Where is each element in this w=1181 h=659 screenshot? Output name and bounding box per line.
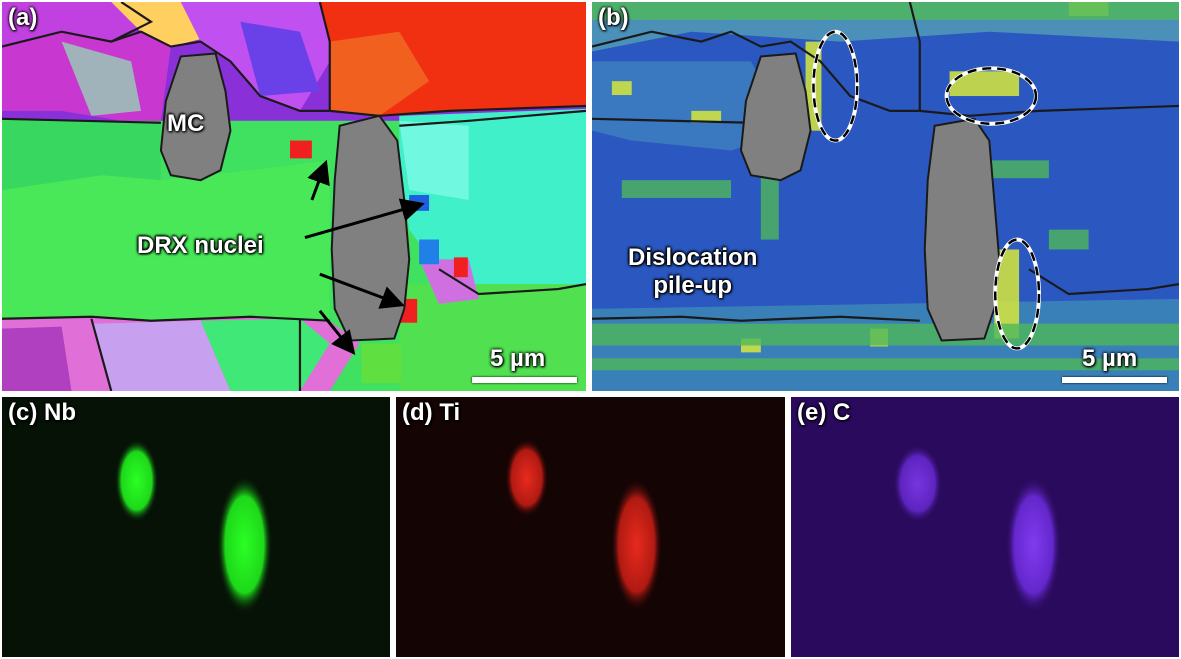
nb-distribution-image bbox=[114, 439, 273, 614]
panel-a-ipf-map: (a) MC DRX nuclei 5 µm bbox=[0, 0, 588, 393]
panel-e-c-map: (e) C bbox=[789, 395, 1181, 659]
scale-label-b: 5 µm bbox=[1082, 345, 1138, 372]
panel-c-nb-map: (c) Nb bbox=[0, 395, 392, 659]
ti-distribution-image bbox=[504, 438, 663, 612]
dislocation-pileup-label: Dislocation pile-up bbox=[628, 244, 758, 299]
panel-a-label: (a) bbox=[8, 4, 38, 31]
kam-map-image bbox=[592, 2, 1179, 391]
panel-b-kam-map: (b) Dislocation pile-up 5 µm bbox=[590, 0, 1181, 393]
c-distribution-image bbox=[892, 444, 1062, 614]
scale-bar-a bbox=[472, 377, 577, 383]
panel-d-ti-map: (d) Ti bbox=[394, 395, 787, 659]
drx-arrows bbox=[304, 159, 425, 356]
scale-bar-b bbox=[1062, 377, 1167, 383]
panel-d-label: (d) Ti bbox=[402, 399, 461, 426]
panel-b-label: (b) bbox=[598, 4, 629, 31]
drx-nuclei-label: DRX nuclei bbox=[137, 232, 264, 259]
mc-particle-label: MC bbox=[167, 110, 205, 137]
ipf-map-image bbox=[2, 2, 586, 391]
panel-e-label: (e) C bbox=[797, 399, 851, 426]
scale-label-a: 5 µm bbox=[490, 345, 546, 372]
panel-c-label: (c) Nb bbox=[8, 399, 76, 426]
